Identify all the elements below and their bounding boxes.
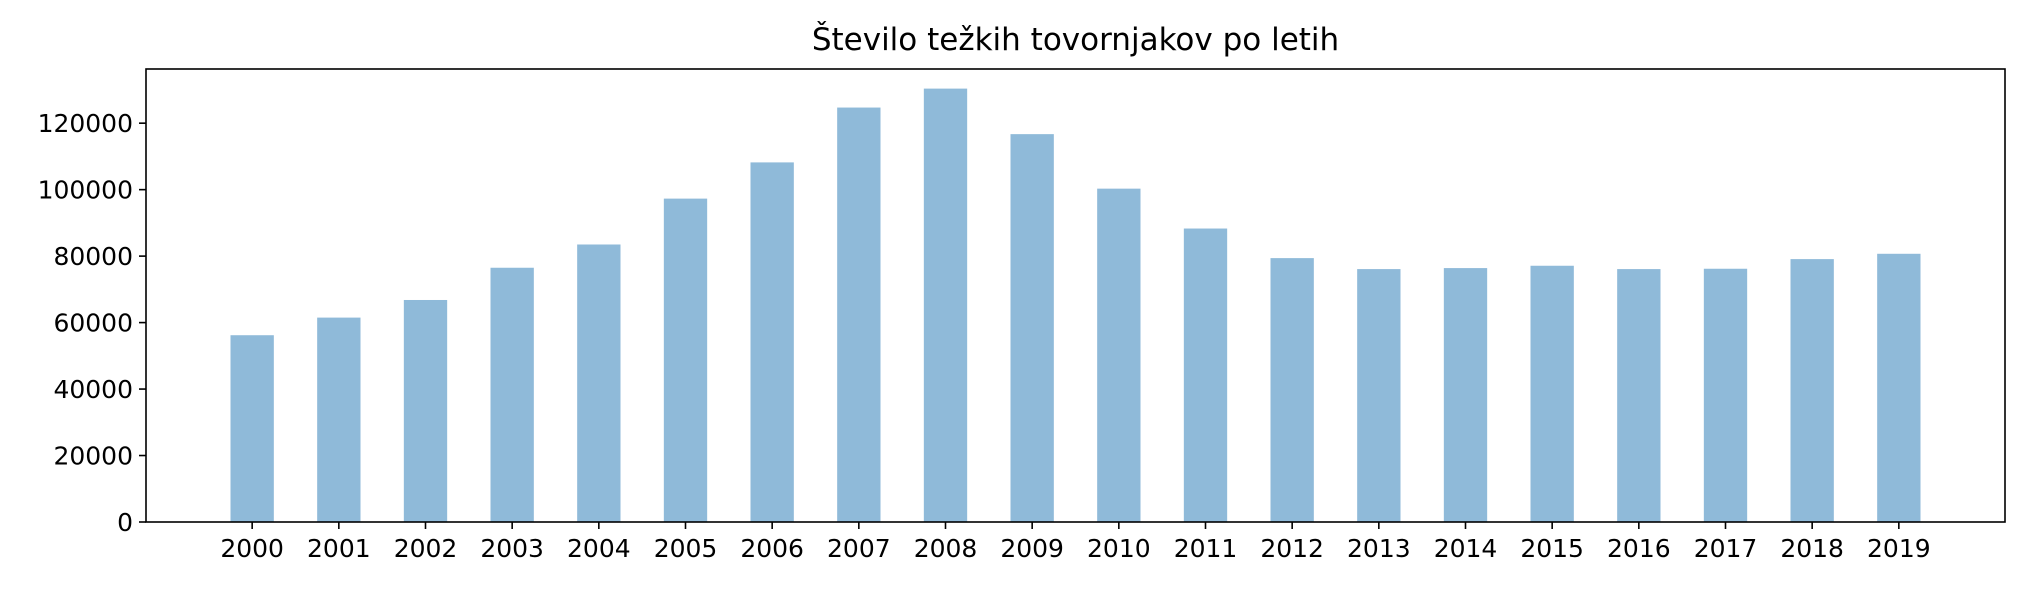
bar-2000 bbox=[230, 335, 274, 522]
x-tick-label-2003: 2003 bbox=[480, 534, 544, 563]
bar-2017 bbox=[1703, 268, 1748, 522]
x-tick-label-2008: 2008 bbox=[914, 534, 978, 563]
bar-2005 bbox=[663, 198, 708, 523]
chart-title: Število težkih tovornjakov po letih bbox=[812, 21, 1339, 58]
bar-2001 bbox=[317, 317, 361, 522]
plot-frame bbox=[145, 68, 2006, 523]
y-tick-label-40000: 40000 bbox=[53, 375, 133, 404]
x-tick-label-2001: 2001 bbox=[307, 534, 371, 563]
bar-2016 bbox=[1617, 269, 1661, 522]
bar-2018 bbox=[1790, 259, 1834, 522]
x-tick-label-2005: 2005 bbox=[654, 534, 718, 563]
bar-2004 bbox=[577, 244, 621, 522]
y-tick-label-120000: 120000 bbox=[38, 109, 133, 138]
bar-2019 bbox=[1877, 253, 1921, 522]
y-tick-label-0: 0 bbox=[117, 508, 133, 537]
x-tick-label-2012: 2012 bbox=[1260, 534, 1324, 563]
x-tick-label-2011: 2011 bbox=[1174, 534, 1238, 563]
x-tick-label-2019: 2019 bbox=[1867, 534, 1931, 563]
bar-2014 bbox=[1443, 268, 1488, 522]
x-tick-label-2013: 2013 bbox=[1347, 534, 1411, 563]
x-tick-label-2015: 2015 bbox=[1520, 534, 1584, 563]
x-tick-label-2007: 2007 bbox=[827, 534, 891, 563]
x-tick-label-2009: 2009 bbox=[1000, 534, 1064, 563]
x-axis: 2000 2001 2002 2003 2004 2005 2006 2007 2008 2009… bbox=[220, 522, 1931, 563]
bar-2003 bbox=[490, 267, 534, 522]
x-tick-label-2006: 2006 bbox=[740, 534, 804, 563]
bar-2002 bbox=[403, 299, 448, 522]
bar-2012 bbox=[1270, 258, 1314, 522]
bar-2007 bbox=[837, 107, 881, 522]
x-tick-label-2018: 2018 bbox=[1780, 534, 1844, 563]
y-axis: 0 20000 40000 60000 80000 100000 120000 bbox=[38, 109, 146, 537]
bar-2010 bbox=[1097, 188, 1141, 523]
x-tick-label-2014: 2014 bbox=[1434, 534, 1498, 563]
y-tick-label-60000: 60000 bbox=[53, 309, 133, 338]
bar-2006 bbox=[750, 162, 794, 522]
x-tick-label-2004: 2004 bbox=[567, 534, 631, 563]
x-tick-label-2016: 2016 bbox=[1607, 534, 1671, 563]
bar-2013 bbox=[1357, 269, 1401, 522]
y-tick-label-80000: 80000 bbox=[53, 242, 133, 271]
bars-group bbox=[230, 88, 1921, 523]
bar-2009 bbox=[1010, 134, 1054, 522]
x-tick-label-2002: 2002 bbox=[394, 534, 458, 563]
bar-2011 bbox=[1183, 228, 1228, 522]
bar-2015 bbox=[1530, 265, 1574, 522]
y-tick-label-100000: 100000 bbox=[38, 176, 133, 205]
x-tick-label-2000: 2000 bbox=[220, 534, 284, 563]
bar-2008 bbox=[923, 88, 968, 522]
x-tick-label-2017: 2017 bbox=[1694, 534, 1758, 563]
y-tick-label-20000: 20000 bbox=[53, 442, 133, 471]
x-tick-label-2010: 2010 bbox=[1087, 534, 1151, 563]
